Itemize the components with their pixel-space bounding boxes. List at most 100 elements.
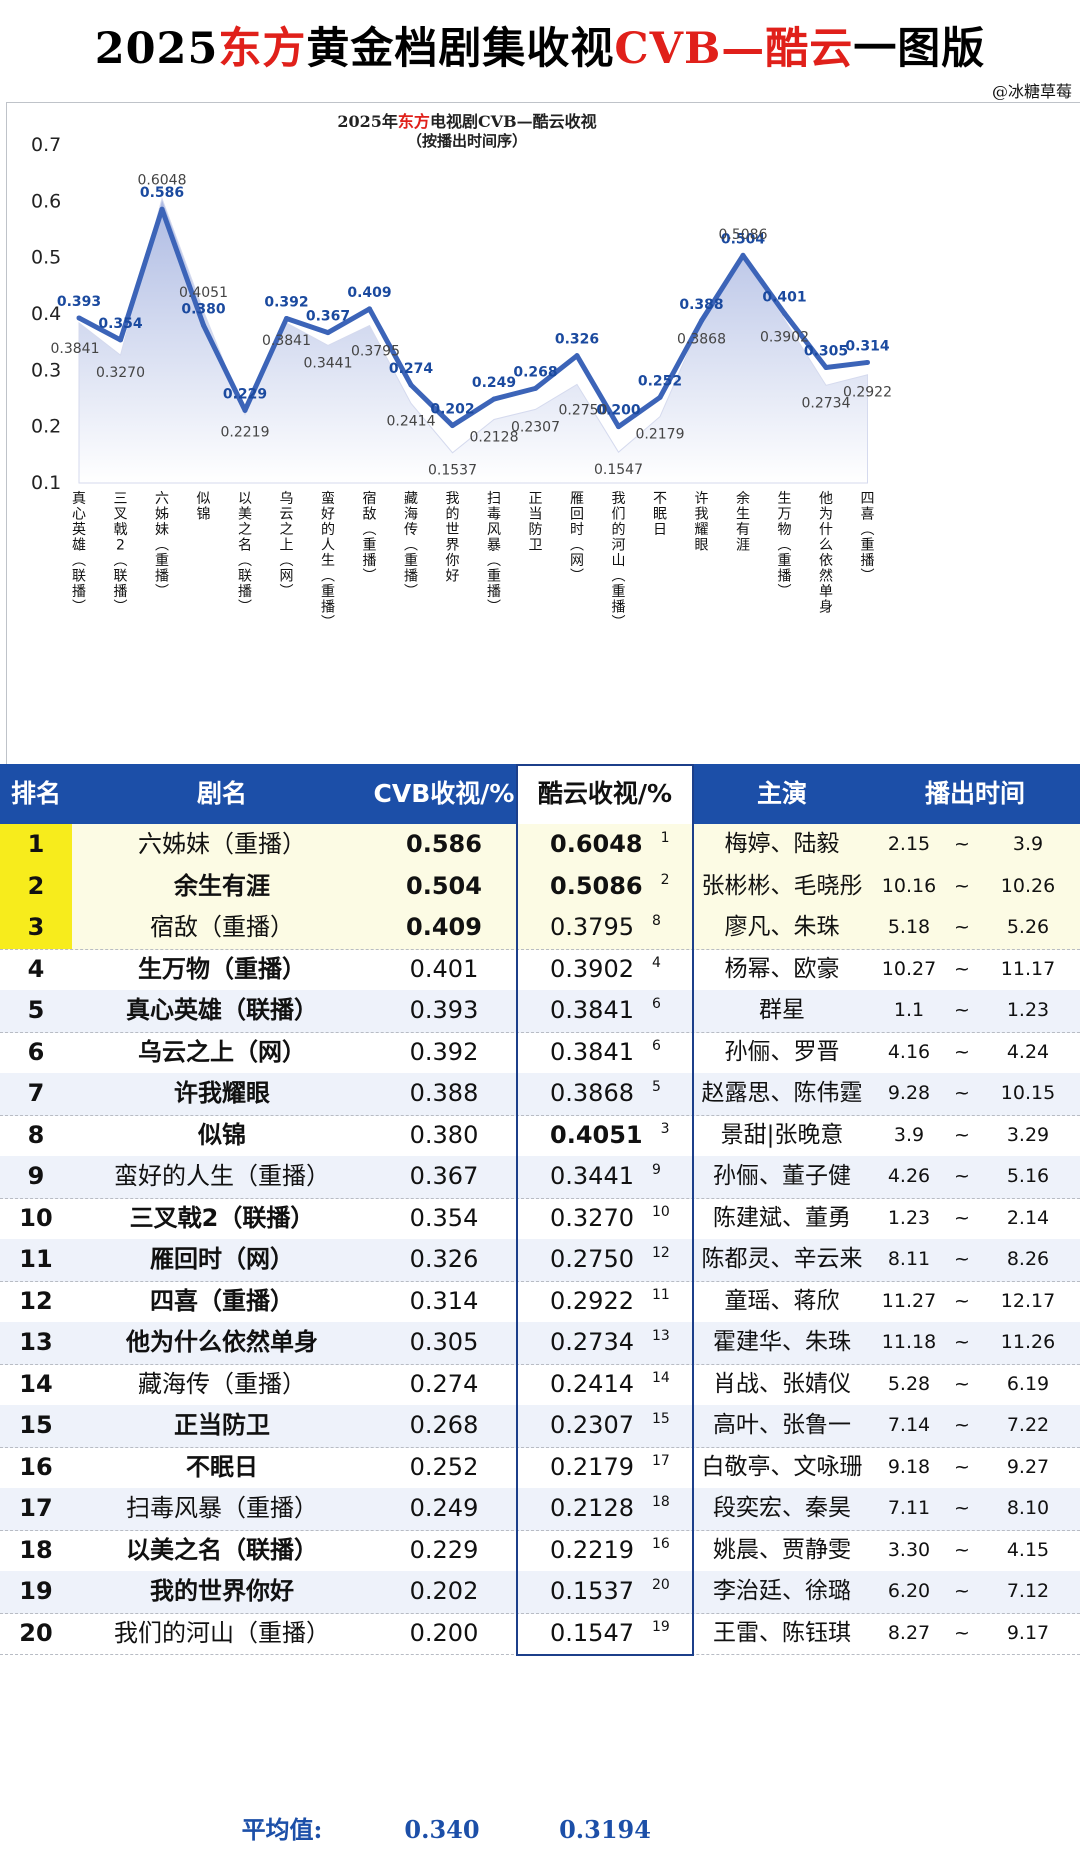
table-row: 1 六姊妹（重播） 0.586 0.6048 1 梅婷、陆毅 2.15 ~3.9 [0, 824, 1080, 867]
average-kuyun: 0.3194 [559, 1815, 651, 1844]
cvb-data-label: 0.305 [804, 344, 848, 360]
table-row: 6 乌云之上（网） 0.392 0.3841 6 孙俪、罗晋 4.16 ~4.24 [0, 1032, 1080, 1074]
cell-rank: 8 [27, 1120, 45, 1149]
table-row: 19 我的世界你好 0.202 0.1537 20 李治廷、徐璐 6.20 ~7.12 [0, 1571, 1080, 1614]
cvb-data-label: 0.314 [845, 338, 890, 354]
table-row: 14 藏海传（重播） 0.274 0.2414 14 肖战、张婧仪 5.28 ~6.19 [0, 1364, 1080, 1406]
cell-tilde: ~ [954, 1040, 970, 1063]
cell-cvb: 0.252 [409, 1452, 479, 1481]
x-category-char: 雄 [72, 538, 86, 554]
kuyun-data-label: 0.3795 [351, 344, 400, 360]
cell-end: 4.15 [1006, 1538, 1050, 1561]
cell-cvb: 0.249 [409, 1494, 479, 1522]
x-category-char: 锦 [197, 506, 211, 523]
table-header: 排名 剧名 CVB收视/% 酷云收视/% 主演 播出时间 [0, 764, 1080, 824]
x-category-char: 不 [653, 491, 667, 507]
table-row: 2 余生有涯 0.504 0.5086 2 张彬彬、毛晓彤 10.16 ~10.26 [0, 865, 1080, 908]
cell-start: 8.27 [887, 1621, 931, 1644]
x-category-char: 以 [238, 491, 252, 507]
x-category-char: ︵ [570, 538, 584, 554]
cvb-data-label: 0.229 [223, 386, 267, 402]
cvb-point [657, 394, 663, 400]
x-category-char: 生 [321, 553, 335, 569]
cell-kuyun: 0.2179 17 [516, 1447, 694, 1489]
kuyun-data-label: 0.3841 [51, 341, 100, 357]
x-category-char: 播 [778, 569, 792, 585]
cell-name: 六姊妹（重播） [138, 830, 306, 858]
cell-actors: 孙俪、罗晋 [724, 1038, 840, 1065]
kuyun-data-label: 0.2307 [511, 419, 560, 435]
kuyun-rank: 14 [651, 1369, 670, 1386]
cell-actors: 霍建华、朱珠 [713, 1329, 851, 1355]
cell-kuyun: 0.4051 3 [516, 1115, 694, 1157]
cell-actors: 高叶、张鲁一 [713, 1412, 851, 1438]
cell-end: 9.17 [1006, 1621, 1050, 1644]
chart-subtitle: （按播出时间序） [407, 132, 527, 150]
table-row: 9 蛮好的人生（重播） 0.367 0.3441 9 孙俪、董子健 4.26 ~5.16 [0, 1156, 1080, 1199]
cell-rank: 2 [0, 865, 72, 907]
x-category-char: 我 [612, 491, 626, 507]
cell-start: 6.20 [887, 1580, 931, 1602]
kuyun-data-label: 0.1537 [428, 463, 477, 479]
x-category-char: 山 [612, 553, 626, 569]
kuyun-data-label: 0.2179 [636, 427, 685, 443]
x-category-char: 联 [114, 569, 128, 585]
kuyun-data-label: 0.3902 [760, 330, 809, 346]
cvb-data-label: 0.202 [430, 402, 474, 418]
cell-name: 他为什么依然单身 [126, 1328, 318, 1356]
cvb-point [367, 306, 372, 312]
cell-start: 8.11 [887, 1248, 931, 1270]
kuyun-data-label: 0.4051 [179, 285, 228, 301]
x-category-char: 播 [321, 600, 335, 616]
cell-name: 乌云之上（网） [138, 1037, 306, 1066]
cvb-point [408, 382, 414, 388]
x-category-char: 播 [487, 584, 501, 600]
x-category-char: ︶ [321, 615, 335, 631]
cell-kuyun: 0.3841 6 [516, 1032, 694, 1074]
x-category-char: 妹 [155, 522, 169, 538]
y-tick-label: 0.2 [31, 416, 61, 438]
cell-end: 11.26 [1000, 1331, 1056, 1353]
cell-cvb: 0.586 [406, 830, 482, 858]
cvb-data-label: 0.392 [264, 295, 308, 311]
kuyun-value: 0.2179 [550, 1452, 634, 1481]
cell-start: 4.26 [887, 1165, 931, 1187]
x-category-char: 戟 [114, 522, 128, 538]
cell-name: 生万物（重播） [138, 954, 306, 983]
x-category-char: 许 [695, 491, 709, 507]
cell-start: 2.15 [887, 833, 931, 855]
cvb-point [616, 424, 621, 430]
cell-rank: 5 [27, 996, 45, 1024]
cell-cvb: 0.504 [406, 871, 482, 900]
kuyun-value: 0.3441 [550, 1162, 634, 1190]
x-category-char: ︶ [114, 600, 128, 616]
cvb-point [76, 315, 82, 321]
kuyun-value: 0.2219 [550, 1535, 634, 1564]
cell-name: 许我耀眼 [174, 1079, 270, 1107]
cell-rank: 4 [27, 954, 45, 983]
cell-name: 三叉戟2（联播） [129, 1203, 315, 1232]
cvb-point [491, 396, 497, 402]
x-category-char: 眠 [653, 507, 667, 523]
line-chart-panel: 2025年东方电视剧CVB—酷云收视 （按播出时间序） 0.7 0.6 0.5 0.4 0.… [6, 102, 1080, 766]
cell-cvb: 0.392 [409, 1037, 479, 1066]
x-category-char: 扫 [487, 491, 501, 507]
cell-end: 7.22 [1006, 1414, 1050, 1436]
y-tick-label: 0.4 [31, 303, 61, 325]
cell-rank: 19 [19, 1577, 53, 1605]
chart-title: 2025年东方电视剧CVB—酷云收视 [337, 112, 596, 131]
cell-kuyun: 0.3868 5 [516, 1073, 694, 1115]
cell-start: 3.9 [893, 1123, 925, 1146]
kuyun-data-label: 0.2414 [387, 413, 436, 429]
kuyun-rank: 1 [660, 830, 670, 846]
kuyun-rank: 13 [651, 1328, 670, 1344]
table-row: 4 生万物（重播） 0.401 0.3902 4 杨幂、欧豪 10.27 ~11.17 [0, 949, 1080, 991]
cell-kuyun: 0.3902 4 [516, 949, 694, 991]
cell-cvb: 0.401 [409, 954, 479, 983]
cell-actors: 肖战、张婧仪 [713, 1370, 851, 1397]
header-cell: CVB收视/% [373, 779, 515, 808]
cell-actors: 段奕宏、秦昊 [713, 1495, 851, 1521]
cell-start: 9.18 [887, 1455, 931, 1478]
cell-tilde: ~ [954, 916, 970, 938]
kuyun-rank: 18 [651, 1494, 670, 1510]
